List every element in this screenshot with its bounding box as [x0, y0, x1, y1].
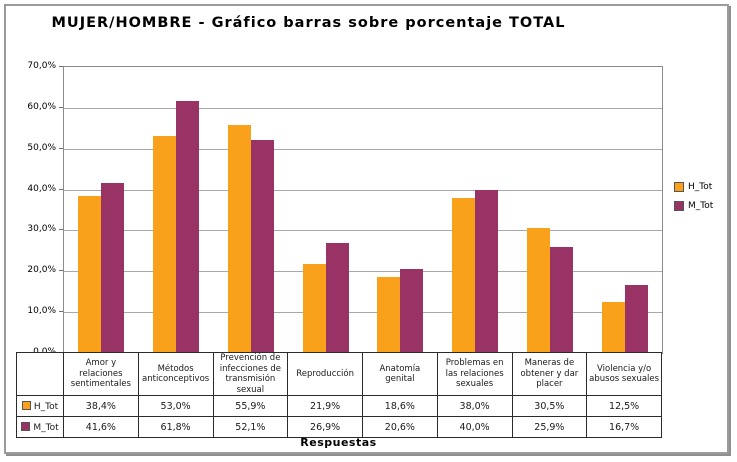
bar-m_tot-2 — [250, 140, 274, 353]
value-cell: 52,1% — [212, 416, 289, 438]
y-tick-label: 30,0% — [27, 224, 56, 235]
gridline — [64, 107, 662, 109]
category-header-cell: Problemas en las relaciones sexuales — [436, 352, 513, 396]
value-cell: 25,9% — [511, 416, 588, 438]
bar-m_tot-7 — [624, 284, 648, 353]
bar-h_tot-7 — [601, 301, 625, 353]
value-cell: 38,4% — [63, 395, 139, 417]
category-header-cell: Métodos anticonceptivos — [137, 352, 214, 396]
value-cell: 30,5% — [511, 395, 588, 417]
gridline — [64, 230, 662, 232]
y-tick-mark — [59, 311, 63, 313]
chart-title: MUJER/HOMBRE - Gráfico barras sobre porc… — [51, 15, 566, 31]
bar-m_tot-0 — [101, 183, 125, 353]
bar-h_tot-1 — [153, 136, 177, 353]
value-cell: 12,5% — [586, 395, 662, 417]
value-cell: 21,9% — [287, 395, 363, 417]
bar-m_tot-3 — [325, 243, 349, 353]
value-cell: 40,0% — [436, 416, 513, 438]
h-tot-swatch-icon — [674, 182, 684, 192]
bar-m_tot-6 — [549, 247, 573, 353]
y-tick-label: 70,0% — [27, 61, 56, 71]
legend-label-h-tot: H_Tot — [688, 182, 713, 192]
bar-m_tot-5 — [475, 189, 499, 353]
value-cell: 41,6% — [63, 416, 139, 438]
y-tick-label: 60,0% — [27, 101, 56, 112]
category-header-cell: Violencia y/o abusos sexuales — [586, 352, 662, 396]
bar-h_tot-4 — [377, 277, 401, 353]
value-cell: 20,6% — [362, 416, 438, 438]
table-header-row: Amor y relaciones sentimentales Métodos a… — [16, 352, 662, 396]
gridline — [64, 189, 662, 191]
y-tick-mark — [59, 106, 63, 108]
category-header-cell: Maneras de obtener y dar placer — [511, 352, 588, 396]
y-tick-mark — [59, 66, 63, 67]
bar-h_tot-5 — [452, 197, 476, 353]
series-label-cell: H_Tot — [16, 395, 64, 417]
legend-item-h-tot: H_Tot — [674, 182, 713, 192]
y-tick-mark — [59, 188, 63, 190]
y-tick-label: 40,0% — [27, 183, 56, 194]
y-tick-label: 20,0% — [27, 265, 56, 276]
table-corner-cell — [16, 352, 64, 396]
data-table: Amor y relaciones sentimentales Métodos a… — [16, 352, 662, 438]
category-header-cell: Reproducción — [287, 352, 363, 396]
legend-item-m-tot: M_Tot — [674, 201, 713, 211]
bar-m_tot-4 — [400, 268, 424, 353]
table-row-h_tot: H_Tot 38,4% 53,0% 55,9% 21,9% 18,6% 38,0% 30,5%… — [16, 395, 662, 417]
value-cell: 55,9% — [212, 395, 289, 417]
category-header-cell: Anatomía genital — [362, 352, 438, 396]
category-header-cell: Prevención de infecciones de transmisión… — [212, 352, 289, 396]
plot-area — [63, 66, 663, 354]
m-tot-swatch-icon — [674, 201, 684, 211]
x-axis-title: Respuestas — [300, 436, 377, 449]
h-tot-swatch-icon — [21, 400, 31, 410]
table-row-m_tot: M_Tot 41,6% 61,8% 52,1% 26,9% 20,6% 40,0% 25,9%… — [16, 416, 662, 438]
bar-h_tot-0 — [78, 196, 102, 353]
bar-h_tot-6 — [526, 228, 550, 353]
bar-h_tot-3 — [302, 263, 326, 353]
y-tick-mark — [59, 270, 63, 272]
m-tot-swatch-icon — [21, 421, 31, 431]
y-tick-mark — [59, 229, 63, 231]
y-tick-mark — [59, 147, 63, 149]
value-cell: 16,7% — [586, 416, 662, 438]
bar-h_tot-2 — [227, 124, 251, 353]
gridline — [64, 271, 662, 273]
value-cell: 18,6% — [362, 395, 438, 417]
value-cell: 61,8% — [137, 416, 214, 438]
y-tick-label: 10,0% — [27, 306, 56, 317]
value-cell: 26,9% — [287, 416, 363, 438]
value-cell: 53,0% — [137, 395, 214, 417]
category-header-cell: Amor y relaciones sentimentales — [63, 352, 139, 396]
series-label-cell: M_Tot — [16, 416, 64, 438]
gridline — [64, 148, 662, 150]
bar-m_tot-1 — [176, 100, 200, 353]
gridline — [64, 312, 662, 314]
y-tick-label: 50,0% — [27, 142, 56, 153]
legend: H_Tot M_Tot — [674, 182, 713, 220]
series-name: H_Tot — [33, 401, 59, 412]
series-name: M_Tot — [33, 422, 59, 433]
chart-frame: MUJER/HOMBRE - Gráfico barras sobre porc… — [4, 4, 729, 454]
legend-label-m-tot: M_Tot — [688, 201, 714, 211]
value-cell: 38,0% — [436, 395, 513, 417]
